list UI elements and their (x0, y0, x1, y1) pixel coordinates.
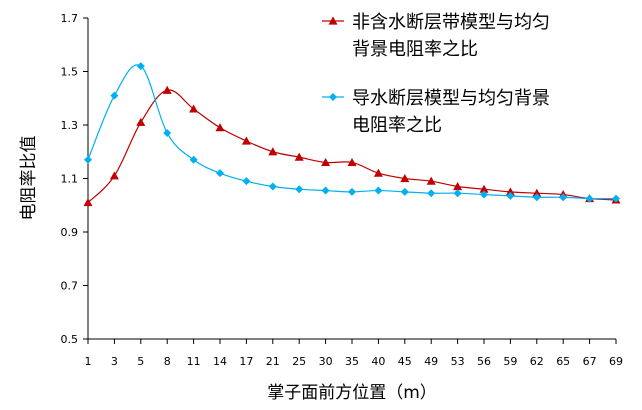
x-tick-label: 3 (111, 355, 118, 368)
x-tick-label: 59 (503, 355, 517, 368)
series-1-point (162, 85, 172, 94)
x-tick-label: 17 (239, 355, 253, 368)
series-2-point (612, 194, 620, 203)
x-tick-label: 49 (424, 355, 438, 368)
x-tick-label: 5 (137, 355, 144, 368)
legend-swatch-marker (328, 16, 338, 25)
series-2-point (216, 169, 224, 178)
series-1-point (426, 176, 436, 185)
series-2-point (506, 191, 515, 200)
series-2-point (84, 155, 92, 164)
y-axis-title: 电阻率比值 (19, 136, 39, 221)
y-tick-label: 1.1 (61, 173, 79, 186)
series-1-point (109, 171, 119, 180)
x-tick-label: 40 (371, 355, 385, 368)
legend-label: 导水断层模型与均匀背景 (352, 88, 550, 109)
series-2-point (268, 182, 277, 191)
legend-label: 非含水断层带模型与均匀 (352, 12, 550, 33)
legend-swatch-marker (329, 93, 337, 101)
series-2-point (189, 155, 198, 164)
legend-label: 电阻率之比 (352, 115, 442, 136)
series-1-point (453, 182, 463, 191)
legend-label: 背景电阻率之比 (352, 39, 478, 60)
series-2-point (585, 194, 594, 203)
x-tick-label: 1 (85, 355, 92, 368)
x-tick-label: 56 (477, 355, 491, 368)
axes: 0.50.70.91.11.31.51.71 3 5 8 11 14 17 21 25 30 35 4… (61, 12, 624, 368)
series-2-point (374, 186, 383, 195)
series-1-point (268, 147, 278, 156)
series-2-point (348, 187, 356, 196)
y-tick-label: 0.7 (61, 280, 79, 293)
x-tick-label: 21 (266, 355, 280, 368)
x-axis-title: 掌子面前方位置（m） (267, 383, 437, 403)
series-1-point (321, 157, 331, 167)
x-tick-label: 53 (451, 355, 465, 368)
y-tick-label: 1.7 (61, 12, 79, 25)
series-1-point (347, 157, 357, 167)
series-1-point (400, 174, 410, 183)
series-2 (84, 62, 620, 203)
series-2-point (110, 91, 119, 100)
series-2-point (295, 185, 304, 194)
series-1-point (373, 168, 383, 177)
x-tick-label: 45 (398, 355, 412, 368)
series-2-point (453, 189, 462, 198)
x-tick-label: 8 (164, 355, 171, 368)
x-tick-label: 25 (292, 355, 306, 368)
series-2-point (532, 193, 541, 202)
series-2-point (242, 177, 251, 186)
x-tick-label: 69 (609, 355, 623, 368)
series-2-point (427, 189, 436, 198)
series-2-point (559, 193, 568, 202)
x-tick-label: 14 (213, 355, 227, 368)
series-2-point (136, 62, 145, 71)
series-2-point (480, 190, 488, 199)
series-1-point (136, 117, 146, 126)
series-2-point (321, 186, 330, 195)
x-tick-label: 62 (530, 355, 544, 368)
y-tick-label: 1.5 (61, 66, 79, 79)
x-tick-label: 65 (556, 355, 570, 368)
y-tick-label: 0.5 (61, 333, 79, 346)
y-tick-label: 1.3 (61, 119, 79, 132)
y-tick-label: 0.9 (61, 226, 79, 239)
series-layer (83, 62, 621, 207)
series-1-point (241, 136, 251, 145)
series-1-point (505, 187, 515, 196)
x-tick-label: 30 (319, 355, 333, 368)
series-1-point (532, 188, 542, 197)
series-1-point (215, 123, 225, 132)
x-tick-label: 11 (187, 355, 201, 368)
x-tick-label: 67 (583, 355, 597, 368)
series-2-point (163, 129, 172, 138)
series-1-point (479, 184, 489, 193)
series-2-point (400, 187, 409, 196)
series-1-point (83, 198, 93, 207)
series-1-point (189, 104, 199, 113)
series-1-point (294, 152, 304, 161)
x-tick-label: 35 (345, 355, 359, 368)
